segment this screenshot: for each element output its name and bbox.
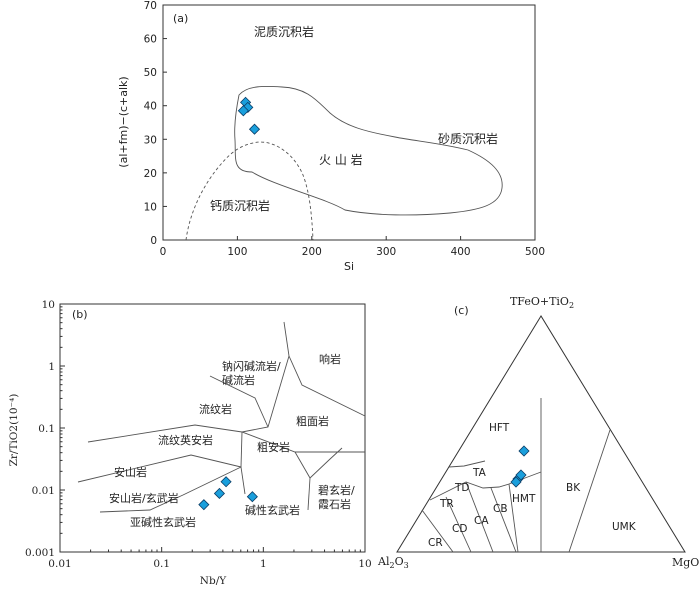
- axis-ticks-a: 0 100 200 300 400 500 0 10 20 30 40 50 60 70: [144, 0, 545, 258]
- data-points-c: [510, 445, 530, 488]
- field-label-ta: TA: [472, 467, 487, 479]
- field-label-ca: CA: [474, 515, 489, 527]
- field-label-basanite: 碧玄岩/: [318, 483, 355, 497]
- data-point-c: [510, 476, 522, 488]
- panel-label-a: (a): [173, 12, 188, 25]
- y-tick-label-b: 0.001: [25, 547, 55, 559]
- y-tick-label-a: 50: [144, 67, 157, 79]
- panel-a: (a) 0 100 200 300 400 500 0 10 20 30 40 50 60 70 Si (…: [117, 0, 545, 273]
- field-label-cd: CD: [452, 523, 467, 535]
- data-points-b: [198, 476, 258, 511]
- field-label-argillaceous: 泥质沉积岩: [254, 24, 314, 39]
- panel-label-b: (b): [72, 308, 88, 321]
- field-label-phonolite: 响岩: [319, 352, 341, 366]
- x-tick-label-b: 1: [260, 558, 267, 570]
- field-label-hmt: HMT: [512, 493, 536, 505]
- x-tick-label-b: 10: [358, 558, 371, 570]
- field-label-umk: UMK: [612, 521, 637, 533]
- panel-label-c: (c): [454, 304, 469, 317]
- field-label-cb: CB: [493, 503, 508, 515]
- data-point-b: [213, 487, 225, 500]
- field-label-andesite: 安山岩: [114, 465, 147, 479]
- data-point-b: [246, 491, 258, 503]
- y-tick-label-a: 10: [144, 201, 157, 213]
- apex-label-right: MgO: [672, 556, 699, 569]
- x-tick-label-a: 0: [160, 246, 167, 258]
- x-axis-label-a: Si: [344, 260, 354, 273]
- field-label-arenaceous: 砂质沉积岩: [438, 131, 498, 146]
- x-tick-label-a: 400: [451, 246, 471, 258]
- y-axis-label-a: (al+fm)−(c+alk): [117, 76, 130, 167]
- classification-boundaries-b: [77, 321, 366, 513]
- calcareous-field-boundary: [185, 141, 314, 241]
- field-label-tr: TR: [439, 498, 454, 510]
- apex-label-top: TFeO+TiO2: [510, 295, 574, 310]
- y-tick-label-b: 1: [48, 361, 55, 373]
- field-label-rhyolite: 流纹岩: [199, 402, 232, 416]
- x-tick-label-b: 0.1: [153, 558, 170, 570]
- field-label-td: TD: [454, 482, 470, 494]
- field-label-pantellerite: 碱流岩: [222, 373, 255, 387]
- field-label-bk: BK: [566, 482, 581, 494]
- field-label-volcanic: 火 山 岩: [319, 152, 363, 167]
- volcanic-field-boundary: [234, 85, 503, 216]
- x-tick-label-a: 300: [376, 246, 396, 258]
- y-tick-label-b: 10: [42, 299, 55, 311]
- field-label-subalkaline-basalt: 亚碱性玄武岩: [130, 515, 196, 529]
- y-axis-label-b: Zr/TiO2(10⁻⁴): [8, 394, 20, 467]
- y-tick-label-b: 0.01: [32, 485, 55, 497]
- x-tick-label-a: 500: [525, 246, 545, 258]
- field-label-cr: CR: [428, 537, 443, 549]
- field-label-trachyte: 粗面岩: [296, 414, 329, 428]
- field-label-rhyodacite: 流纹英安岩: [158, 433, 213, 447]
- y-tick-label-a: 30: [144, 134, 157, 146]
- data-point-b: [220, 476, 232, 488]
- x-tick-label-b: 0.01: [48, 558, 71, 570]
- panel-c: (c) TFeO+TiO2 Al2O3 MgO HFT TA TD TR CD …: [377, 295, 699, 570]
- y-tick-label-a: 60: [144, 34, 157, 46]
- y-tick-label-a: 0: [150, 235, 157, 247]
- field-label-hft: HFT: [489, 422, 510, 434]
- data-point-c: [515, 469, 527, 481]
- y-tick-label-a: 70: [144, 0, 157, 12]
- data-points-a: [237, 96, 261, 135]
- y-tick-label-a: 40: [144, 101, 157, 113]
- data-point-c: [518, 445, 530, 457]
- data-point-a: [237, 105, 249, 117]
- field-label-calcareous: 钙质沉积岩: [210, 198, 270, 213]
- x-tick-label-a: 200: [302, 246, 322, 258]
- apex-label-left: Al2O3: [377, 555, 409, 570]
- field-label-nephelinite: 霞石岩: [318, 497, 351, 511]
- x-axis-label-b: Nb/Y: [200, 575, 227, 587]
- y-tick-label-b: 0.1: [38, 423, 55, 435]
- field-label-andesite-basalt: 安山岩/玄武岩: [109, 491, 179, 505]
- y-tick-label-a: 20: [144, 168, 157, 180]
- field-label-comendite: 钠闪碱流岩/: [222, 359, 281, 373]
- plot-frame-a: [162, 4, 536, 241]
- x-tick-label-a: 100: [227, 246, 247, 258]
- field-label-alkali-basalt: 碱性玄武岩: [245, 503, 300, 517]
- field-label-trachyandesite: 粗安岩: [257, 440, 290, 454]
- data-point-a: [248, 123, 261, 135]
- data-point-b: [198, 499, 210, 511]
